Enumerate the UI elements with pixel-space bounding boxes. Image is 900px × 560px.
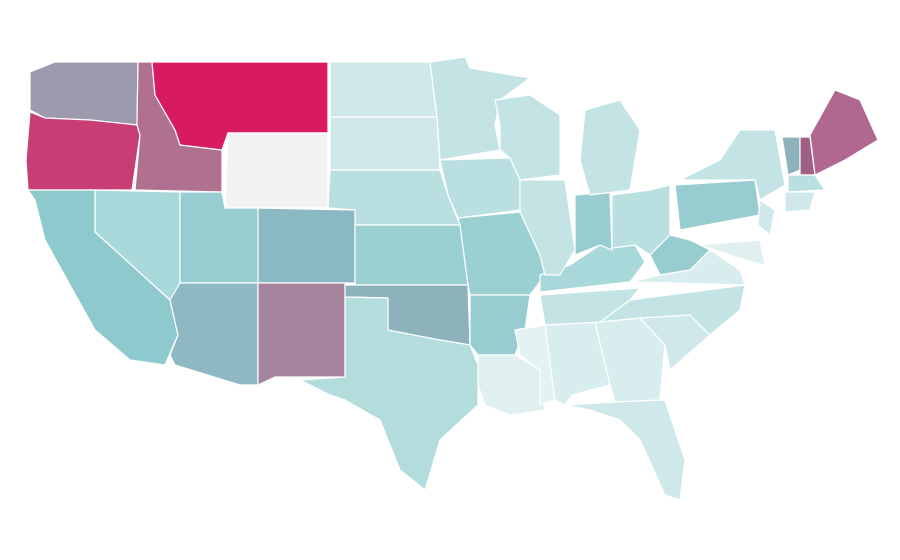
state: [151, 61, 329, 151]
state: [29, 61, 139, 126]
state: [787, 174, 826, 193]
state: [257, 282, 346, 386]
state: [674, 179, 761, 231]
state: [25, 111, 141, 191]
state: [809, 89, 879, 176]
state: [679, 129, 786, 201]
state: [599, 284, 746, 336]
state: [27, 189, 179, 366]
state: [564, 399, 686, 501]
state: [329, 116, 441, 171]
state: [257, 207, 356, 284]
state: [574, 191, 613, 256]
state: [519, 179, 576, 276]
state: [539, 244, 646, 293]
state: [757, 199, 776, 236]
state: [699, 239, 766, 266]
state: [629, 249, 746, 286]
state: [579, 99, 641, 196]
state: [477, 354, 546, 416]
state: [224, 132, 329, 209]
state: [784, 191, 816, 213]
state: [539, 287, 641, 326]
state: [354, 224, 469, 286]
state: [169, 282, 259, 386]
state: [781, 136, 801, 176]
state: [329, 61, 438, 118]
state: [299, 296, 479, 491]
